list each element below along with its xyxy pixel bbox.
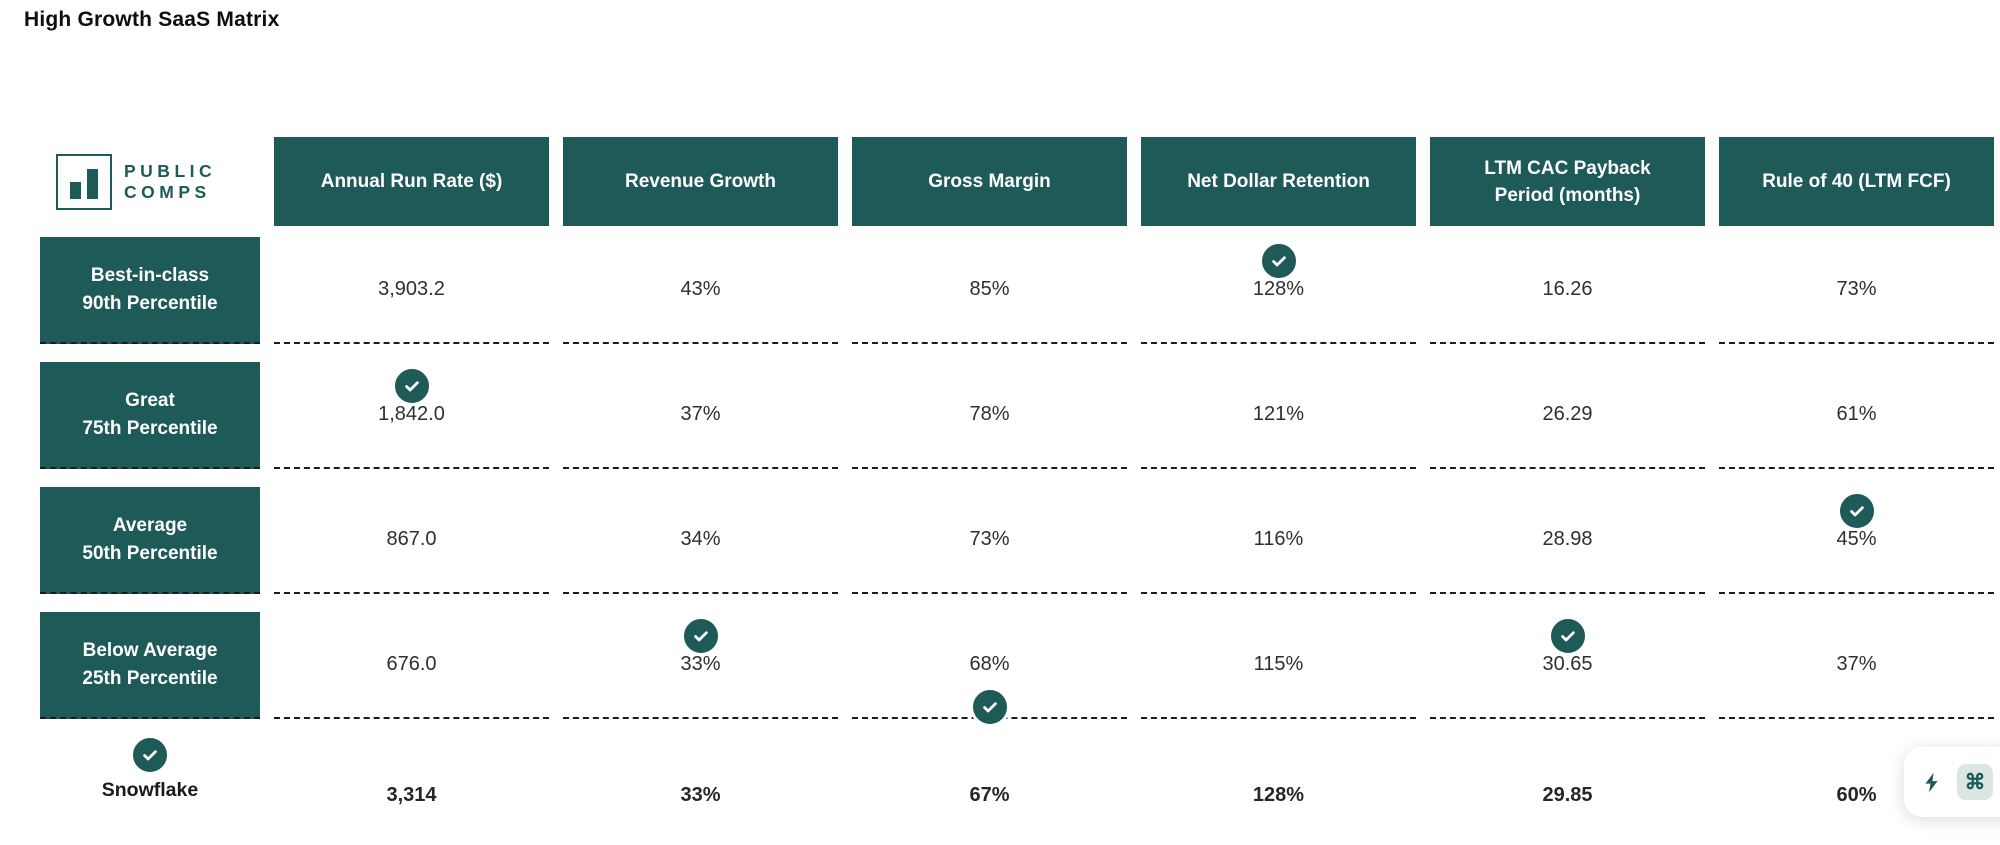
table-cell: 26.29 bbox=[1430, 362, 1705, 469]
cell-value: 16.26 bbox=[1542, 278, 1593, 300]
check-icon bbox=[680, 615, 721, 656]
check-icon bbox=[1547, 615, 1588, 656]
bar-chart-icon-bar bbox=[87, 168, 98, 199]
page-title: High Growth SaaS Matrix bbox=[24, 8, 280, 31]
table-cell: 3,903.2 bbox=[274, 237, 549, 344]
table-cell: 61% bbox=[1719, 362, 1994, 469]
table-cell: 85% bbox=[852, 237, 1127, 344]
cell-value: 61% bbox=[1836, 403, 1877, 425]
table-cell: 115% bbox=[1141, 612, 1416, 719]
lightning-icon bbox=[1921, 771, 1944, 794]
cell-value: 116% bbox=[1253, 528, 1304, 550]
table-cell: 1,842.0 bbox=[274, 362, 549, 469]
check-icon bbox=[1836, 490, 1877, 531]
company-row-label: Snowflake bbox=[40, 726, 260, 838]
table-cell: 128% bbox=[1141, 726, 1416, 838]
cell-value: 37% bbox=[1836, 653, 1877, 675]
cell-value: 78% bbox=[969, 403, 1010, 425]
cell-value: 73% bbox=[969, 528, 1010, 550]
cell-value: 128% bbox=[1252, 784, 1305, 806]
table-cell: 3,314 bbox=[274, 726, 549, 838]
table-cell: 28.98 bbox=[1430, 487, 1705, 594]
table-cell: 30.65 bbox=[1430, 612, 1705, 719]
table-cell: 128% bbox=[1141, 237, 1416, 344]
bar-chart-icon-bar bbox=[70, 181, 81, 199]
cell-value: 43% bbox=[680, 278, 721, 300]
company-name: Snowflake bbox=[101, 779, 199, 801]
table-cell: 867.0 bbox=[274, 487, 549, 594]
column-header-net-dollar-retention: Net Dollar Retention bbox=[1141, 137, 1416, 226]
cell-value: 28.98 bbox=[1542, 528, 1593, 550]
cell-value: 30.65 bbox=[1542, 653, 1593, 675]
logo-line-2: COMPS bbox=[124, 181, 211, 202]
cell-value: 67% bbox=[969, 784, 1010, 806]
table-cell: 121% bbox=[1141, 362, 1416, 469]
row-label-25th-percentile: Below Average 25th Percentile bbox=[40, 612, 260, 719]
cell-value: 676.0 bbox=[386, 653, 437, 675]
cell-value: 33% bbox=[680, 784, 721, 806]
table-cell: 60% bbox=[1719, 726, 1994, 838]
cell-value: 33% bbox=[680, 653, 721, 675]
cell-value: 1,842.0 bbox=[378, 403, 445, 425]
check-icon bbox=[969, 687, 1010, 727]
cell-value: 128% bbox=[1252, 278, 1305, 300]
table-cell: 33% bbox=[563, 726, 838, 838]
cell-value: 37% bbox=[680, 403, 721, 425]
table-cell: 67% bbox=[852, 726, 1127, 838]
table-cell: 16.26 bbox=[1430, 237, 1705, 344]
column-header-gross-margin: Gross Margin bbox=[852, 137, 1127, 226]
cell-value: 45% bbox=[1836, 528, 1877, 550]
quick-actions-button[interactable]: ⌘ bbox=[1904, 747, 2000, 817]
saas-matrix-table: PUBLIC COMPS Annual Run Rate ($) Revenue… bbox=[40, 137, 1994, 838]
cell-value: 867.0 bbox=[386, 528, 437, 550]
table-cell: 37% bbox=[1719, 612, 1994, 719]
table-cell: 73% bbox=[1719, 237, 1994, 344]
check-icon bbox=[130, 735, 170, 775]
table-cell: 43% bbox=[563, 237, 838, 344]
public-comps-logo: PUBLIC COMPS bbox=[40, 137, 260, 226]
cell-value: 60% bbox=[1836, 784, 1877, 806]
table-cell: 676.0 bbox=[274, 612, 549, 719]
table-cell: 34% bbox=[563, 487, 838, 594]
table-cell: 29.85 bbox=[1430, 726, 1705, 838]
check-icon bbox=[1258, 240, 1299, 281]
cell-value: 115% bbox=[1253, 653, 1304, 675]
table-cell: 33% bbox=[563, 612, 838, 719]
table-cell: 37% bbox=[563, 362, 838, 469]
column-header-revenue-growth: Revenue Growth bbox=[563, 137, 838, 226]
table-cell: 116% bbox=[1141, 487, 1416, 594]
logo-wordmark: PUBLIC COMPS bbox=[124, 161, 216, 203]
command-key: ⌘ bbox=[1957, 764, 1993, 800]
table-cell: 68% bbox=[852, 612, 1127, 727]
table-cell: 73% bbox=[852, 487, 1127, 594]
row-label-90th-percentile: Best-in-class 90th Percentile bbox=[40, 237, 260, 344]
cell-value: 121% bbox=[1252, 403, 1305, 425]
cell-value: 34% bbox=[680, 528, 721, 550]
row-label-50th-percentile: Average 50th Percentile bbox=[40, 487, 260, 594]
column-header-rule-of-40: Rule of 40 (LTM FCF) bbox=[1719, 137, 1994, 226]
cell-value: 3,903.2 bbox=[378, 278, 445, 300]
cell-value: 73% bbox=[1836, 278, 1877, 300]
column-header-annual-run-rate: Annual Run Rate ($) bbox=[274, 137, 549, 226]
cell-value: 68% bbox=[969, 653, 1010, 675]
cell-value: 85% bbox=[969, 278, 1010, 300]
table-cell: 45% bbox=[1719, 487, 1994, 594]
check-icon bbox=[391, 365, 432, 406]
cell-value: 26.29 bbox=[1542, 403, 1593, 425]
table-cell: 78% bbox=[852, 362, 1127, 469]
logo-line-1: PUBLIC bbox=[124, 160, 217, 181]
row-label-75th-percentile: Great 75th Percentile bbox=[40, 362, 260, 469]
cell-value: 3,314 bbox=[386, 784, 437, 806]
column-header-ltm-cac-payback: LTM CAC Payback Period (months) bbox=[1430, 137, 1705, 226]
bar-chart-icon bbox=[56, 153, 112, 210]
cell-value: 29.85 bbox=[1542, 784, 1593, 806]
